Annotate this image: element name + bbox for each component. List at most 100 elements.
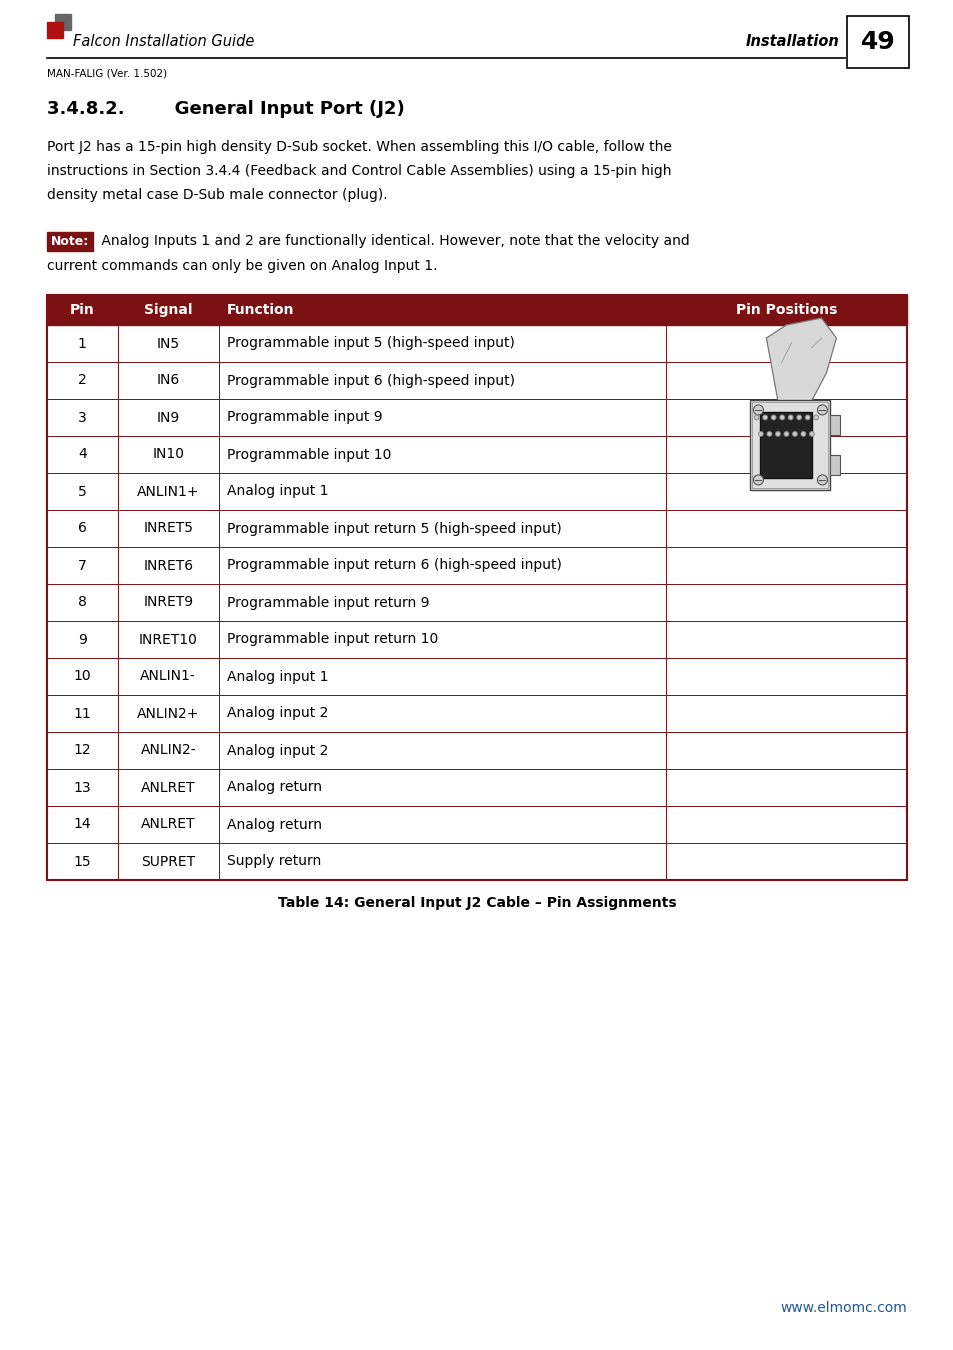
Text: Pin Positions: Pin Positions [735, 302, 837, 317]
Text: Signal: Signal [144, 302, 193, 317]
Text: Analog input 2: Analog input 2 [227, 744, 328, 757]
Bar [750, 400, 829, 490]
Bar [47, 296, 906, 325]
Text: Programmable input return 6 (high-speed input): Programmable input return 6 (high-speed … [227, 559, 561, 572]
Text: Port J2 has a 15-pin high density D-Sub socket. When assembling this I/O cable, : Port J2 has a 15-pin high density D-Sub … [47, 140, 671, 154]
Circle shape [814, 416, 817, 418]
Bar [47, 472, 906, 510]
Bar [47, 621, 906, 657]
Text: 7: 7 [78, 559, 87, 572]
Text: 14: 14 [73, 818, 91, 832]
Circle shape [755, 416, 757, 418]
Bar [846, 16, 908, 68]
Circle shape [753, 475, 762, 485]
Text: INRET10: INRET10 [139, 633, 197, 647]
Text: density metal case D-Sub male connector (plug).: density metal case D-Sub male connector … [47, 188, 387, 202]
Text: Table 14: General Input J2 Cable – Pin Assignments: Table 14: General Input J2 Cable – Pin A… [277, 896, 676, 910]
Circle shape [801, 432, 804, 436]
Circle shape [780, 416, 783, 420]
Text: ANLIN2+: ANLIN2+ [137, 706, 199, 721]
Bar [47, 22, 63, 38]
Circle shape [753, 405, 762, 414]
Circle shape [805, 416, 808, 418]
Text: ANLRET: ANLRET [141, 780, 195, 795]
Text: IN6: IN6 [156, 374, 180, 387]
Bar [47, 695, 906, 732]
Circle shape [804, 416, 809, 420]
Circle shape [771, 416, 775, 420]
Circle shape [772, 416, 774, 418]
Bar [47, 400, 906, 436]
Text: 12: 12 [73, 744, 91, 757]
Text: Analog input 1: Analog input 1 [227, 670, 328, 683]
Text: Pin: Pin [70, 302, 94, 317]
Bar [47, 842, 906, 880]
Circle shape [754, 416, 758, 420]
Circle shape [817, 475, 826, 485]
Text: instructions in Section 3.4.4 (Feedback and Control Cable Assemblies) using a 15: instructions in Section 3.4.4 (Feedback … [47, 163, 671, 178]
Text: Analog return: Analog return [227, 780, 322, 795]
Text: IN10: IN10 [152, 447, 184, 462]
Circle shape [763, 416, 765, 418]
Circle shape [813, 416, 818, 420]
Polygon shape [765, 319, 836, 420]
Bar [47, 510, 906, 547]
Text: Programmable input return 9: Programmable input return 9 [227, 595, 429, 609]
Text: Note:: Note: [51, 235, 89, 248]
Text: Analog return: Analog return [227, 818, 322, 832]
Text: 3.4.8.2.        General Input Port (J2): 3.4.8.2. General Input Port (J2) [47, 100, 404, 117]
Bar [47, 232, 92, 251]
Circle shape [801, 433, 803, 435]
Text: ANLIN1+: ANLIN1+ [137, 485, 199, 498]
Text: 11: 11 [73, 706, 91, 721]
Circle shape [776, 433, 779, 435]
Bar [752, 402, 827, 487]
Text: Programmable input 6 (high-speed input): Programmable input 6 (high-speed input) [227, 374, 515, 387]
Bar [47, 547, 906, 585]
Text: 1: 1 [78, 336, 87, 351]
Circle shape [784, 433, 787, 435]
Circle shape [796, 416, 801, 420]
Text: Programmable input return 10: Programmable input return 10 [227, 633, 437, 647]
Bar [47, 325, 906, 362]
Text: Analog input 1: Analog input 1 [227, 485, 328, 498]
Text: Function: Function [227, 302, 294, 317]
Text: 9: 9 [78, 633, 87, 647]
Text: 13: 13 [73, 780, 91, 795]
Circle shape [762, 416, 766, 420]
Text: www.elmomc.com: www.elmomc.com [780, 1301, 906, 1315]
Bar [829, 455, 840, 475]
Text: SUPRET: SUPRET [141, 855, 195, 868]
Circle shape [775, 432, 780, 436]
Circle shape [810, 433, 812, 435]
Circle shape [783, 432, 788, 436]
Text: Programmable input return 5 (high-speed input): Programmable input return 5 (high-speed … [227, 521, 561, 536]
Bar [47, 362, 906, 400]
Text: 4: 4 [78, 447, 87, 462]
Circle shape [767, 433, 770, 435]
Text: Analog input 2: Analog input 2 [227, 706, 328, 721]
Circle shape [789, 416, 791, 418]
Text: IN5: IN5 [156, 336, 179, 351]
Text: Installation: Installation [744, 35, 838, 50]
Bar [55, 14, 71, 30]
Circle shape [797, 416, 800, 418]
Text: INRET6: INRET6 [143, 559, 193, 572]
Circle shape [781, 416, 782, 418]
Bar [47, 732, 906, 769]
Bar [47, 585, 906, 621]
Circle shape [809, 432, 813, 436]
Bar [47, 296, 906, 880]
Text: Analog Inputs 1 and 2 are functionally identical. However, note that the velocit: Analog Inputs 1 and 2 are functionally i… [97, 235, 689, 248]
Circle shape [759, 433, 761, 435]
Bar [47, 657, 906, 695]
Circle shape [817, 405, 826, 414]
Text: 2: 2 [78, 374, 87, 387]
Text: 49: 49 [860, 30, 895, 54]
Text: Programmable input 9: Programmable input 9 [227, 410, 382, 424]
Bar [829, 414, 840, 435]
Text: Supply return: Supply return [227, 855, 321, 868]
Text: Programmable input 5 (high-speed input): Programmable input 5 (high-speed input) [227, 336, 515, 351]
Bar [47, 769, 906, 806]
Circle shape [758, 432, 762, 436]
